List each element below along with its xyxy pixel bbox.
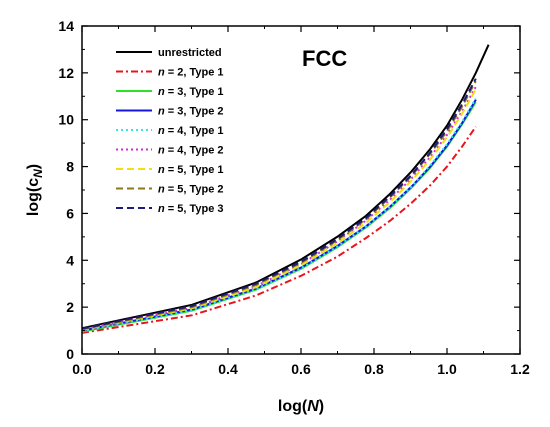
x-tick-label: 1.2	[510, 361, 530, 377]
legend-label-1: unrestricted	[158, 47, 222, 59]
y-axis-title-close: )	[25, 164, 42, 169]
x-tick-label: 1.0	[437, 361, 457, 377]
x-tick-label: 0.2	[145, 361, 165, 377]
y-axis-title-sub: N	[31, 169, 45, 178]
legend-label-post: = 3, Type 1	[165, 86, 224, 98]
series-line-7	[81, 88, 477, 332]
legend-label-4: n = 3, Type 2	[158, 106, 224, 118]
y-tick-label: 4	[66, 252, 74, 268]
legend-label-5: n = 4, Type 1	[158, 125, 224, 137]
legend-label-var: n	[158, 86, 165, 98]
legend-label-var: n	[158, 203, 165, 215]
legend-label-var: n	[158, 67, 165, 79]
y-tick-label: 10	[58, 112, 74, 128]
legend-label-2: n = 2, Type 1	[158, 67, 224, 79]
legend-label-post: = 5, Type 3	[165, 203, 224, 215]
y-tick-label: 6	[66, 205, 74, 221]
legend-label-7: n = 5, Type 1	[158, 164, 224, 176]
legend-label-3: n = 3, Type 1	[158, 86, 224, 98]
y-tick-label: 12	[58, 65, 74, 81]
legend-label-post: = 5, Type 2	[165, 184, 224, 196]
y-axis-title-base: log(c	[25, 178, 42, 216]
series-line-6	[81, 86, 477, 331]
x-axis-title-close: )	[319, 398, 324, 415]
series-line-1	[81, 44, 490, 330]
y-axis-title: log(cN)	[25, 164, 45, 216]
series-line-5	[81, 98, 477, 332]
y-tick-label: 0	[66, 346, 74, 362]
legend-label-post: unrestricted	[158, 47, 222, 59]
legend-label-6: n = 4, Type 2	[158, 145, 224, 157]
x-tick-label: 0.8	[364, 361, 384, 377]
legend-label-8: n = 5, Type 2	[158, 184, 224, 196]
legend-label-post: = 4, Type 1	[165, 125, 224, 137]
series-layer	[81, 44, 490, 334]
legend-label-var: n	[158, 184, 165, 196]
x-axis-title-var: N	[307, 398, 319, 415]
x-axis-title-base: log(	[278, 398, 308, 415]
x-tick-label: 0.0	[72, 361, 92, 377]
legend-label-var: n	[158, 106, 165, 118]
series-line-2	[81, 126, 477, 334]
x-axis-title: log(N)	[278, 398, 324, 415]
y-tick-label: 8	[66, 159, 74, 175]
series-line-9	[81, 78, 477, 330]
legend-label-post: = 3, Type 2	[165, 106, 224, 118]
x-tick-label: 0.4	[218, 361, 238, 377]
legend-label-post: = 2, Type 1	[165, 67, 224, 79]
y-tick-label: 14	[58, 18, 74, 34]
legend-label-var: n	[158, 164, 165, 176]
legend-label-post: = 5, Type 1	[165, 164, 224, 176]
legend-label-9: n = 5, Type 3	[158, 203, 224, 215]
legend-label-var: n	[158, 125, 165, 137]
ticks-layer: 0.0 0.2 0.4 0.6 0.8 1.0 1.2 0 2 4 6 8 10 12 14	[58, 18, 530, 377]
legend-label-var: n	[158, 145, 165, 157]
legend-label-post: = 4, Type 2	[165, 145, 224, 157]
x-tick-label: 0.6	[291, 361, 311, 377]
y-tick-label: 2	[66, 299, 74, 315]
annotation-label: FCC	[302, 46, 347, 71]
